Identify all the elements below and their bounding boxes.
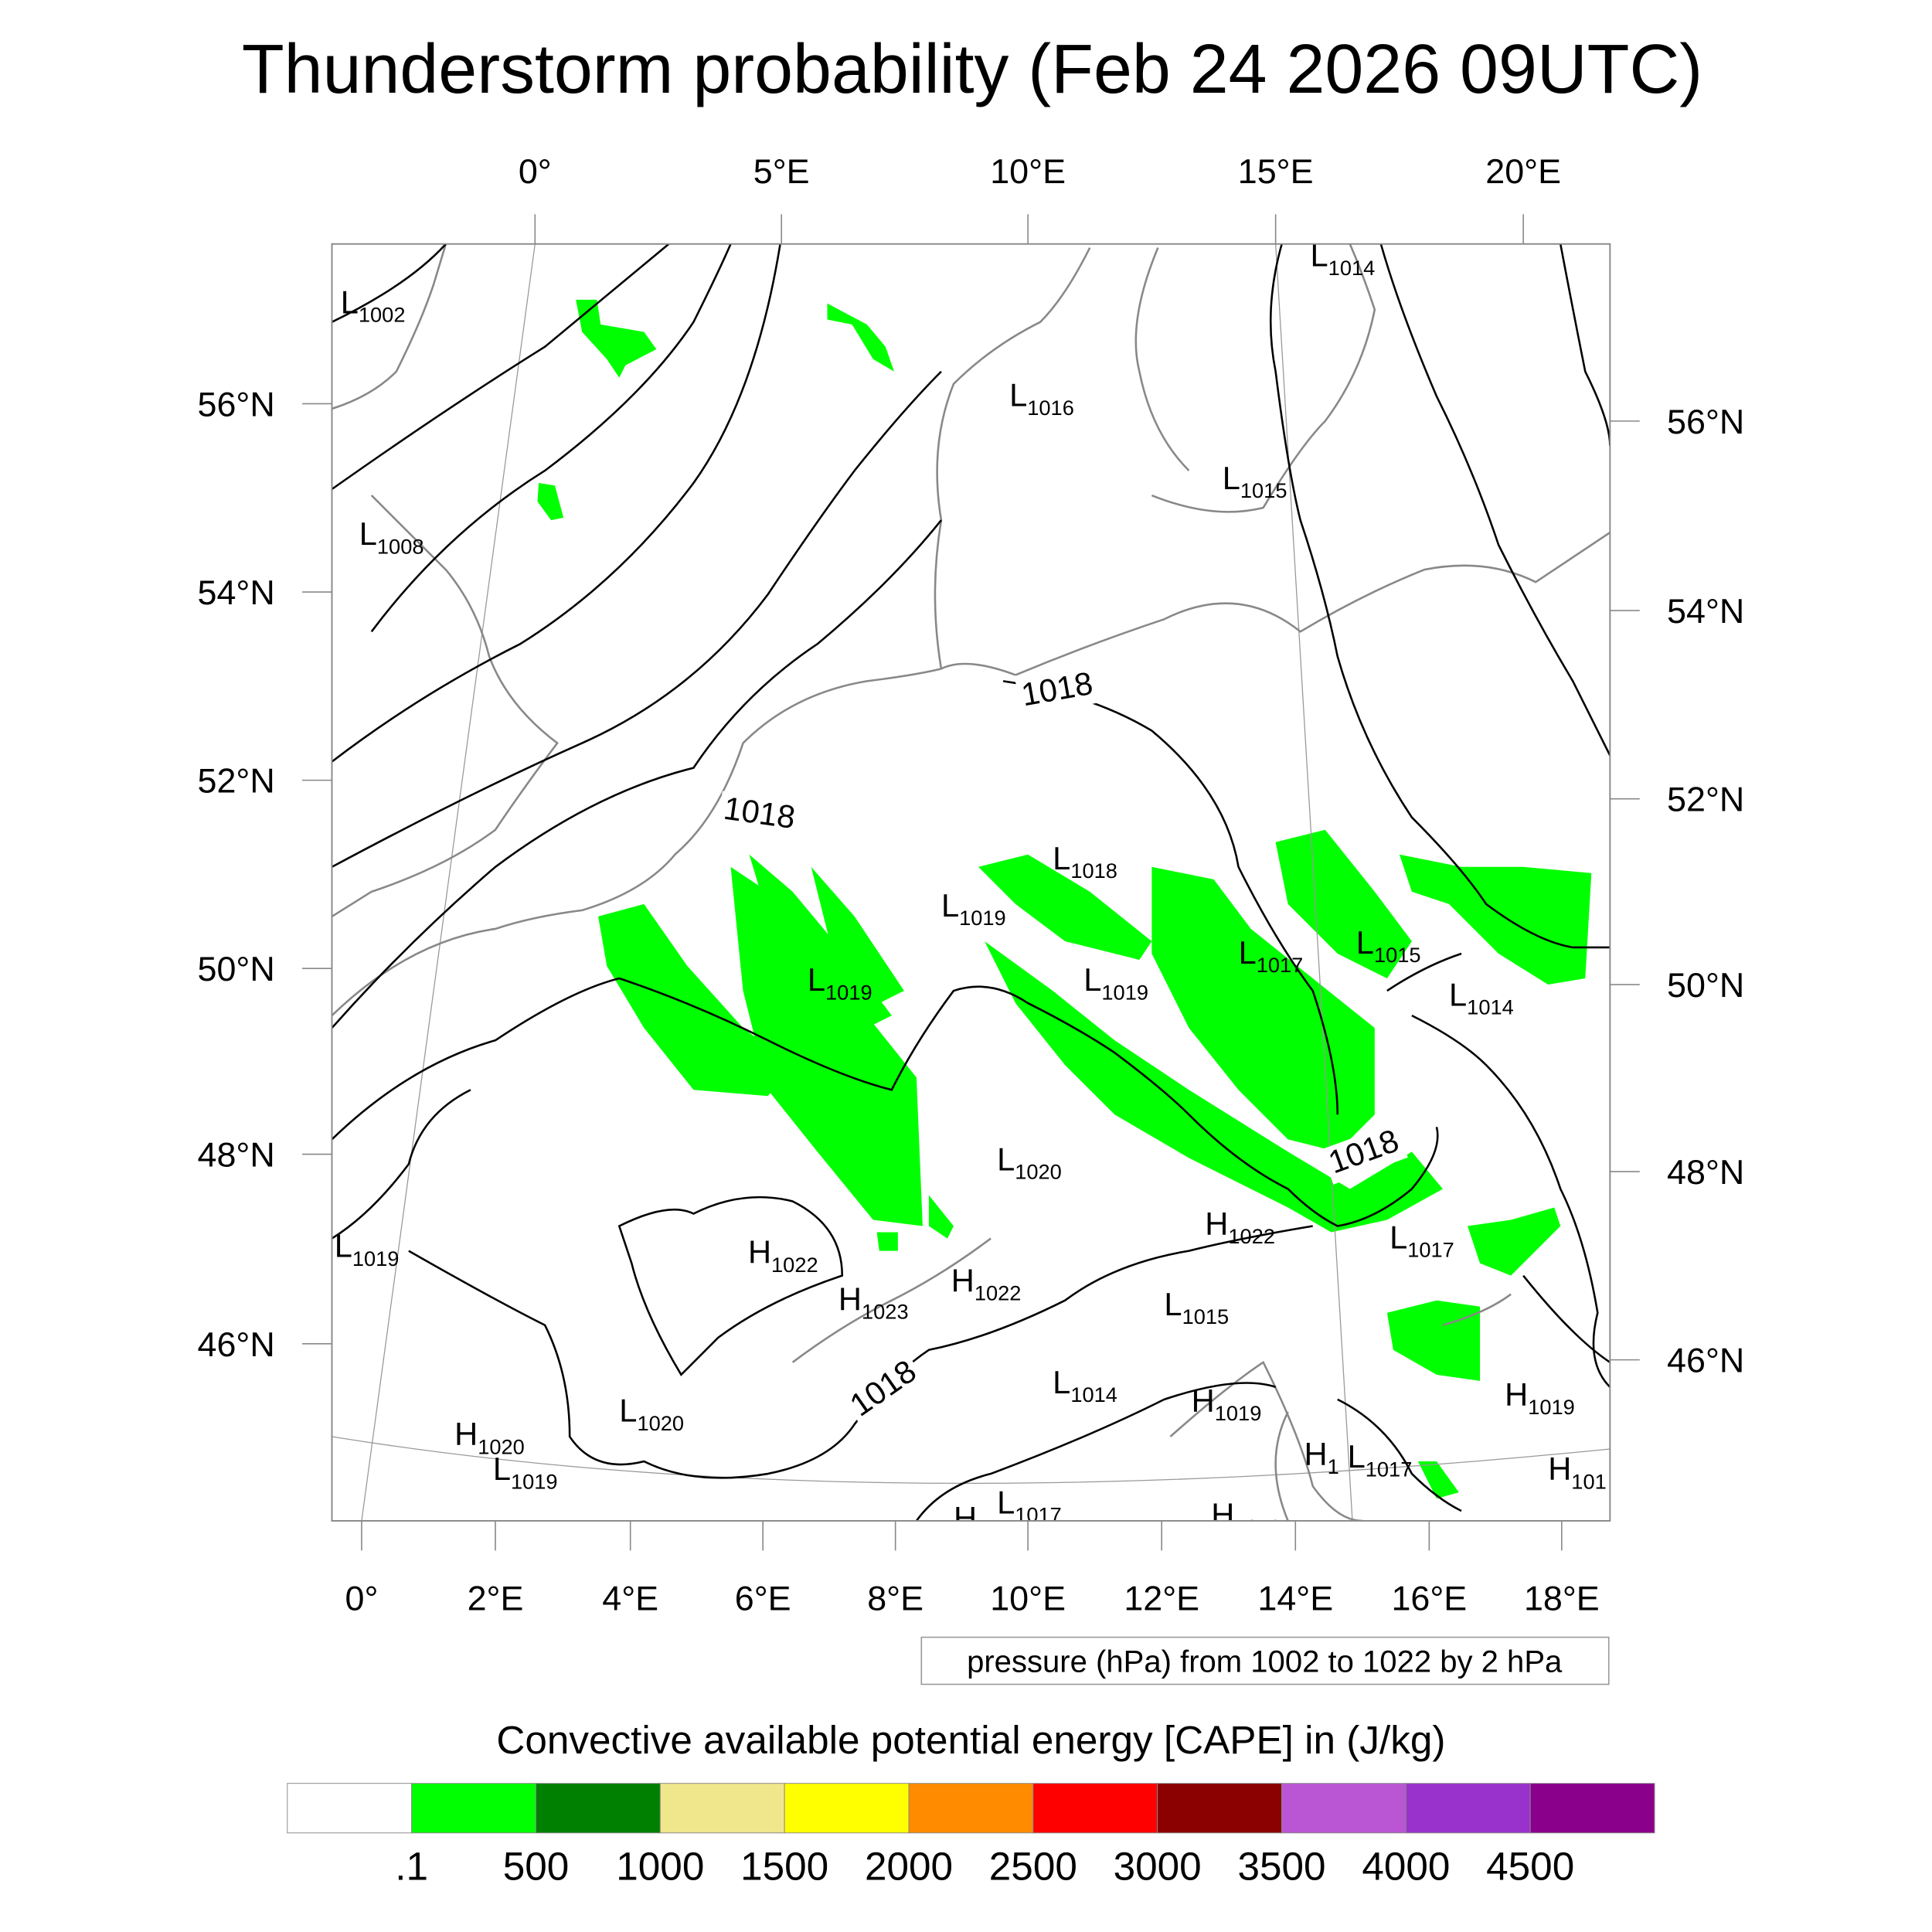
high-pressure-label: H1 bbox=[1304, 1436, 1339, 1478]
coastlines bbox=[332, 243, 1611, 1521]
map-axes: 0° 5°E 10°E 15°E 20°E 0° 2°E 4°E 6°E 8°E 10°E 12°E 1… bbox=[198, 151, 1745, 1617]
colorbar-swatch bbox=[908, 1783, 1034, 1834]
cape-colorbar: .1 500 1000 1500 2000 2500 3000 3500 4000 4500 bbox=[287, 1783, 1655, 1889]
bottom-longitude-tick-label: 14°E bbox=[1257, 1578, 1333, 1617]
top-longitude-tick-label: 0° bbox=[519, 151, 552, 191]
colorbar-swatch bbox=[1529, 1783, 1655, 1834]
bottom-longitude-tick-label: 0° bbox=[345, 1578, 379, 1617]
right-latitude-tick-label: 52°N bbox=[1667, 780, 1744, 819]
pressure-legend-text: pressure (hPa) from 1002 to 1022 by 2 hP… bbox=[967, 1645, 1563, 1679]
low-pressure-label: L1015 bbox=[1223, 460, 1287, 502]
low-pressure-label: L1019 bbox=[1083, 961, 1148, 1004]
high-pressure-label: H1019 bbox=[1192, 1383, 1262, 1425]
left-latitude-tick-label: 50°N bbox=[198, 949, 275, 988]
colorbar-swatch bbox=[659, 1783, 785, 1834]
colorbar-tick-label: 4500 bbox=[1486, 1845, 1574, 1889]
bottom-longitude-tick-label: 10°E bbox=[990, 1578, 1066, 1617]
colorbar-swatch bbox=[1157, 1783, 1282, 1834]
colorbar-swatch bbox=[1032, 1783, 1158, 1834]
low-pressure-label: L1017 bbox=[1239, 934, 1304, 977]
left-latitude-tick-label: 56°N bbox=[198, 384, 275, 423]
low-pressure-label: L1019 bbox=[808, 961, 872, 1004]
high-pressure-label: H1019 bbox=[1505, 1376, 1575, 1419]
low-pressure-label: L1020 bbox=[619, 1393, 684, 1435]
top-longitude-tick-label: 20°E bbox=[1485, 151, 1561, 191]
right-latitude-tick-label: 56°N bbox=[1667, 402, 1744, 441]
bottom-longitude-tick-label: 2°E bbox=[468, 1578, 524, 1617]
bottom-longitude-tick-label: 8°E bbox=[867, 1578, 923, 1617]
map-panel: L1002 L1016 L1015 L1008 L1014 L1018 L1019 L1017… bbox=[198, 151, 1745, 1617]
low-pressure-label: L1014 bbox=[1311, 237, 1376, 280]
left-latitude-tick-label: 48°N bbox=[198, 1135, 275, 1175]
colorbar-swatch bbox=[287, 1783, 413, 1834]
top-longitude-tick-label: 15°E bbox=[1238, 151, 1314, 191]
low-pressure-label: L1016 bbox=[1009, 377, 1074, 420]
colorbar-swatch bbox=[411, 1783, 536, 1834]
low-pressure-label: L1019 bbox=[493, 1451, 558, 1493]
high-pressure-label: H1022 bbox=[951, 1262, 1022, 1304]
colorbar-tick-label: 1500 bbox=[740, 1845, 828, 1889]
left-latitude-tick-label: 54°N bbox=[198, 573, 275, 612]
high-pressure-label: H1023 bbox=[838, 1281, 909, 1324]
map-frame bbox=[331, 243, 1611, 1522]
right-latitude-tick-label: 46°N bbox=[1667, 1341, 1744, 1380]
low-pressure-label: L1017 bbox=[997, 1484, 1062, 1526]
high-pressure-label: H1022 bbox=[1205, 1206, 1275, 1248]
low-pressure-label: L1014 bbox=[1449, 976, 1514, 1019]
low-pressure-label: L1018 bbox=[1053, 840, 1117, 883]
figure-title: Thunderstorm probability (Feb 24 2026 09… bbox=[242, 31, 1702, 108]
low-pressure-label: L1014 bbox=[1053, 1364, 1117, 1406]
high-pressure-label: H1022 bbox=[748, 1234, 818, 1277]
left-latitude-tick-label: 46°N bbox=[198, 1325, 275, 1364]
right-latitude-tick-label: 50°N bbox=[1667, 965, 1744, 1005]
cape-shading bbox=[537, 299, 1592, 1499]
low-pressure-label: L1017 bbox=[1348, 1438, 1413, 1481]
low-pressure-label: L1008 bbox=[359, 515, 424, 558]
bottom-longitude-tick-label: 6°E bbox=[735, 1578, 791, 1617]
high-pressure-label: H101 bbox=[1548, 1451, 1607, 1493]
colorbar-swatch bbox=[784, 1783, 910, 1834]
high-pressure-label: H1020 bbox=[454, 1416, 525, 1458]
low-pressure-label: L1015 bbox=[1356, 924, 1421, 967]
colorbar-tick-label: 3000 bbox=[1114, 1845, 1202, 1889]
bottom-longitude-tick-label: 16°E bbox=[1391, 1578, 1467, 1617]
colorbar-tick-label: 2000 bbox=[865, 1845, 953, 1889]
right-latitude-tick-label: 54°N bbox=[1667, 591, 1744, 631]
bottom-longitude-tick-label: 4°E bbox=[602, 1578, 658, 1617]
colorbar-title: Convective available potential energy [C… bbox=[496, 1718, 1445, 1762]
isobars bbox=[332, 243, 1611, 1521]
high-pressure-label: H1019 bbox=[1211, 1496, 1281, 1539]
colorbar-tick-label: 500 bbox=[503, 1845, 570, 1889]
high-pressure-label: H bbox=[954, 1500, 977, 1536]
bottom-longitude-tick-label: 18°E bbox=[1524, 1578, 1600, 1617]
low-pressure-label: L1019 bbox=[335, 1228, 400, 1270]
top-longitude-tick-label: 5°E bbox=[753, 151, 810, 191]
left-latitude-tick-label: 52°N bbox=[198, 761, 275, 801]
right-latitude-tick-label: 48°N bbox=[1667, 1152, 1744, 1192]
pressure-center-labels: L1002 L1016 L1015 L1008 L1014 L1018 L1019 L1017… bbox=[335, 237, 1607, 1539]
low-pressure-label: L1019 bbox=[941, 887, 1006, 930]
low-pressure-label: L1015 bbox=[1164, 1286, 1229, 1328]
top-longitude-tick-label: 10°E bbox=[990, 151, 1066, 191]
colorbar-tick-label: 3500 bbox=[1237, 1845, 1325, 1889]
colorbar-tick-label: 2500 bbox=[989, 1845, 1077, 1889]
colorbar-tick-label: 1000 bbox=[616, 1845, 704, 1889]
pressure-legend: pressure (hPa) from 1002 to 1022 by 2 hP… bbox=[920, 1636, 1610, 1685]
colorbar-swatch bbox=[1405, 1783, 1531, 1834]
bottom-longitude-tick-label: 12°E bbox=[1124, 1578, 1199, 1617]
colorbar-tick-label: 4000 bbox=[1362, 1845, 1450, 1889]
low-pressure-label: L1020 bbox=[997, 1141, 1062, 1183]
low-pressure-label: L1017 bbox=[1389, 1219, 1454, 1261]
colorbar-tick-label: .1 bbox=[395, 1845, 428, 1889]
low-pressure-label: L1002 bbox=[341, 284, 406, 326]
colorbar-swatch bbox=[535, 1783, 661, 1834]
colorbar-swatch bbox=[1281, 1783, 1406, 1834]
